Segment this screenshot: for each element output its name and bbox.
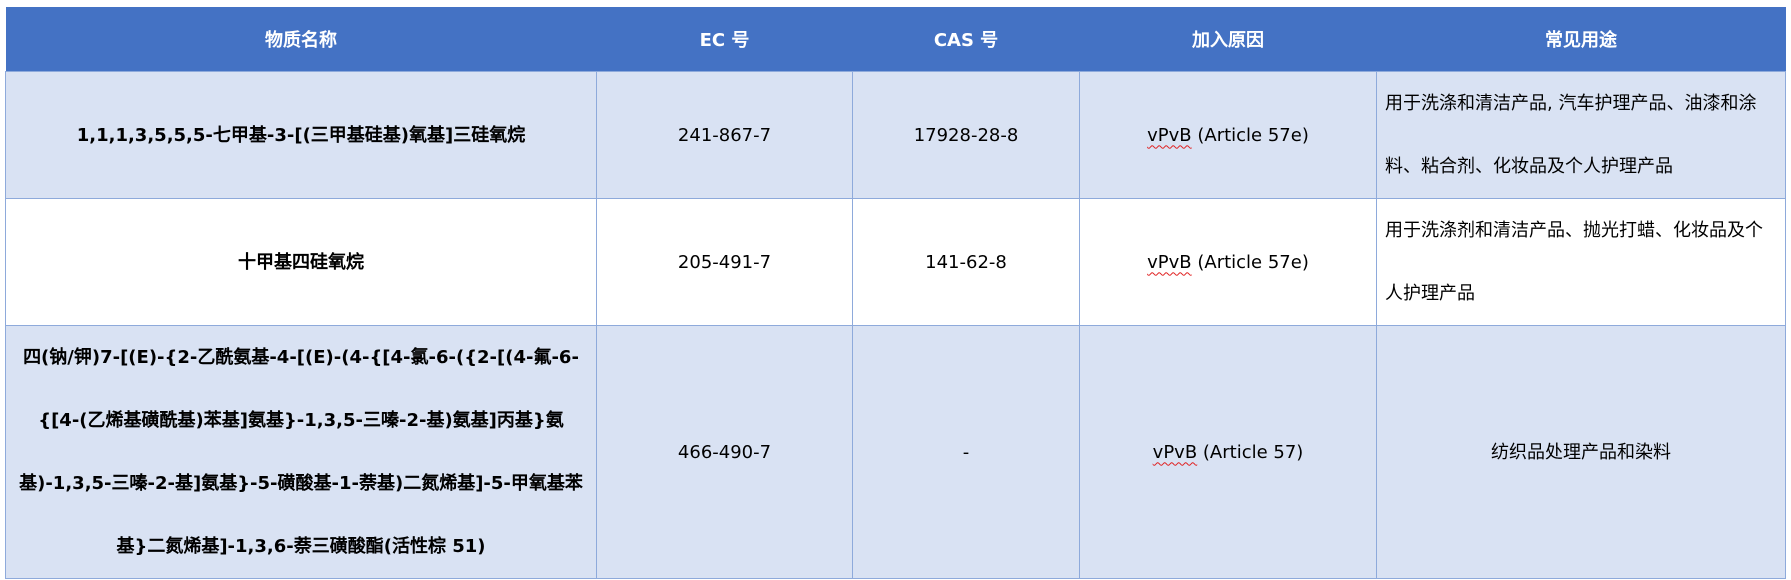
header-reason: 加入原因	[1079, 7, 1377, 72]
reason: vPvB (Article 57)	[1079, 325, 1377, 579]
common-uses: 纺织品处理产品和染料	[1376, 325, 1786, 579]
header-substance-name: 物质名称	[5, 7, 597, 72]
header-common-uses: 常见用途	[1376, 7, 1786, 72]
substance-name: 1,1,1,3,5,5,5-七甲基-3-[(三甲基硅基)氧基]三硅氧烷	[5, 71, 597, 199]
cas-number: -	[852, 325, 1080, 579]
reason-prefix: vPvB	[1147, 251, 1192, 273]
common-uses: 用于洗涤剂和清洁产品、抛光打蜡、化妆品及个人护理产品	[1376, 198, 1786, 326]
substance-name: 四(钠/钾)7-[(E)-{2-乙酰氨基-4-[(E)-(4-{[4-氯-6-(…	[5, 325, 597, 579]
reason-prefix: vPvB	[1152, 441, 1198, 463]
header-ec-number: EC 号	[596, 7, 853, 72]
reason: vPvB (Article 57e)	[1079, 71, 1377, 199]
substance-name: 十甲基四硅氧烷	[5, 198, 597, 326]
ec-number: 241-867-7	[596, 71, 853, 199]
ec-number: 205-491-7	[596, 198, 853, 326]
reason-suffix: (Article 57e)	[1191, 124, 1309, 146]
table-row: 十甲基四硅氧烷 205-491-7 141-62-8 vPvB (Article…	[5, 198, 1786, 326]
reason-suffix: (Article 57)	[1197, 441, 1304, 463]
ec-number: 466-490-7	[596, 325, 853, 579]
reason: vPvB (Article 57e)	[1079, 198, 1377, 326]
svhc-substance-table: 物质名称 EC 号 CAS 号 加入原因 常见用途 1,1,1,3,5,5,5-…	[5, 7, 1786, 579]
cas-number: 17928-28-8	[852, 71, 1080, 199]
table-row: 四(钠/钾)7-[(E)-{2-乙酰氨基-4-[(E)-(4-{[4-氯-6-(…	[5, 325, 1786, 579]
table-row: 1,1,1,3,5,5,5-七甲基-3-[(三甲基硅基)氧基]三硅氧烷 241-…	[5, 71, 1786, 199]
header-row: 物质名称 EC 号 CAS 号 加入原因 常见用途	[5, 7, 1786, 72]
cas-number: 141-62-8	[852, 198, 1080, 326]
common-uses: 用于洗涤和清洁产品, 汽车护理产品、油漆和涂料、粘合剂、化妆品及个人护理产品	[1376, 71, 1786, 199]
header-cas-number: CAS 号	[852, 7, 1080, 72]
reason-prefix: vPvB	[1147, 124, 1192, 146]
reason-suffix: (Article 57e)	[1191, 251, 1309, 273]
